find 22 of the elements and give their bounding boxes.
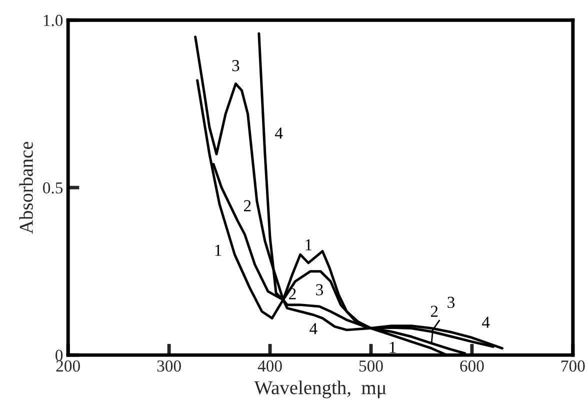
x-tick-label: 300 — [157, 360, 181, 372]
x-tick-label: 600 — [460, 360, 484, 372]
text: 3 — [448, 296, 455, 308]
text: 2 — [430, 306, 438, 317]
legend-label: 1 — [390, 342, 396, 353]
x-tick-label: 500 — [359, 360, 383, 372]
series-label: 3 — [316, 284, 324, 296]
text: 4 — [275, 128, 283, 139]
x-tick-label: 700 — [562, 360, 585, 372]
series-label: 4 — [310, 323, 318, 334]
y-axis-title: Absorbance — [19, 142, 33, 234]
x-axis-title: Wavelength, mμ — [254, 380, 386, 398]
text: 1 — [215, 244, 222, 256]
x-tick-label: 400 — [258, 360, 282, 372]
text: 2 — [244, 200, 251, 212]
text: 1 — [306, 239, 312, 250]
text: 3 — [232, 60, 240, 72]
x-tick-label: 200 — [56, 360, 80, 372]
text: 4 — [482, 316, 490, 328]
y-tick-label: 0.5 — [43, 182, 63, 194]
y-tick-label: 0 — [56, 350, 63, 362]
y-tick-label: 1.0 — [44, 14, 63, 26]
